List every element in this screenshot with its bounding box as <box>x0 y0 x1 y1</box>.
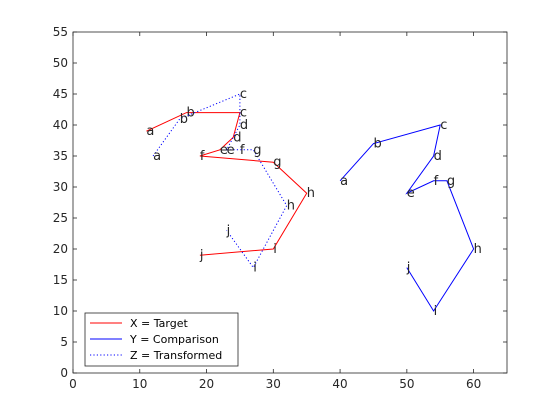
y-tick-label: 25 <box>53 211 68 225</box>
series-line-1 <box>339 124 475 312</box>
legend-entry-2: Z = Transformed <box>130 349 222 362</box>
point-label: c <box>240 106 247 121</box>
axes-box <box>72 31 508 374</box>
y-tick-label: 40 <box>53 118 68 132</box>
point-label: d <box>434 149 442 164</box>
point-label: i <box>273 242 277 257</box>
point-label: d <box>240 118 248 133</box>
point-label: g <box>273 155 281 170</box>
point-label: e <box>220 143 228 158</box>
point-label: g <box>253 143 261 158</box>
point-label: e <box>227 143 235 158</box>
point-label: j <box>226 223 231 238</box>
point-label: c <box>440 118 447 133</box>
y-tick-label: 35 <box>53 149 68 163</box>
x-tick-label: 20 <box>199 377 214 391</box>
x-tick-label: 0 <box>69 377 77 391</box>
point-label: a <box>146 124 154 139</box>
point-label: f <box>200 149 205 164</box>
y-tick-label: 30 <box>53 180 68 194</box>
legend: X = Target Y = Comparison Z = Transformed <box>84 312 239 367</box>
y-tick-label: 0 <box>60 366 68 380</box>
axes: 0 10 20 30 40 50 60 0 5 10 15 20 25 30 35 40 45 50 55 <box>53 25 508 391</box>
point-label: d <box>233 130 241 145</box>
point-label: j <box>406 261 411 276</box>
point-label: h <box>474 242 482 257</box>
point-label: f <box>240 143 245 158</box>
point-label: a <box>153 149 161 164</box>
legend-entry-1: Y = Comparison <box>129 333 219 346</box>
point-label: h <box>307 186 315 201</box>
y-tick-label: 55 <box>53 25 68 39</box>
point-label: b <box>180 112 188 127</box>
point-label: e <box>407 186 415 201</box>
point-label: c <box>240 87 247 102</box>
y-tick-label: 10 <box>53 304 68 318</box>
point-label: a <box>340 174 348 189</box>
legend-entry-0: X = Target <box>130 317 188 330</box>
point-label: j <box>199 248 204 263</box>
y-tick-label: 15 <box>53 273 68 287</box>
point-label: f <box>434 174 439 189</box>
point-label: b <box>374 137 382 152</box>
y-tick-label: 50 <box>53 56 68 70</box>
y-tick-label: 45 <box>53 87 68 101</box>
y-tick-label: 5 <box>60 335 68 349</box>
x-tick-label: 60 <box>466 377 481 391</box>
series-line-0 <box>146 112 308 256</box>
legend-box <box>84 312 239 367</box>
point-label: i <box>253 261 257 276</box>
x-tick-label: 10 <box>132 377 147 391</box>
x-tick-label: 30 <box>266 377 281 391</box>
x-tick-label: 40 <box>332 377 347 391</box>
point-label: h <box>287 199 295 214</box>
series-line-2 <box>152 93 288 269</box>
y-tick-label: 20 <box>53 242 68 256</box>
point-label: i <box>434 304 438 319</box>
x-tick-label: 50 <box>399 377 414 391</box>
point-label: b <box>187 106 195 121</box>
point-label: g <box>447 174 455 189</box>
